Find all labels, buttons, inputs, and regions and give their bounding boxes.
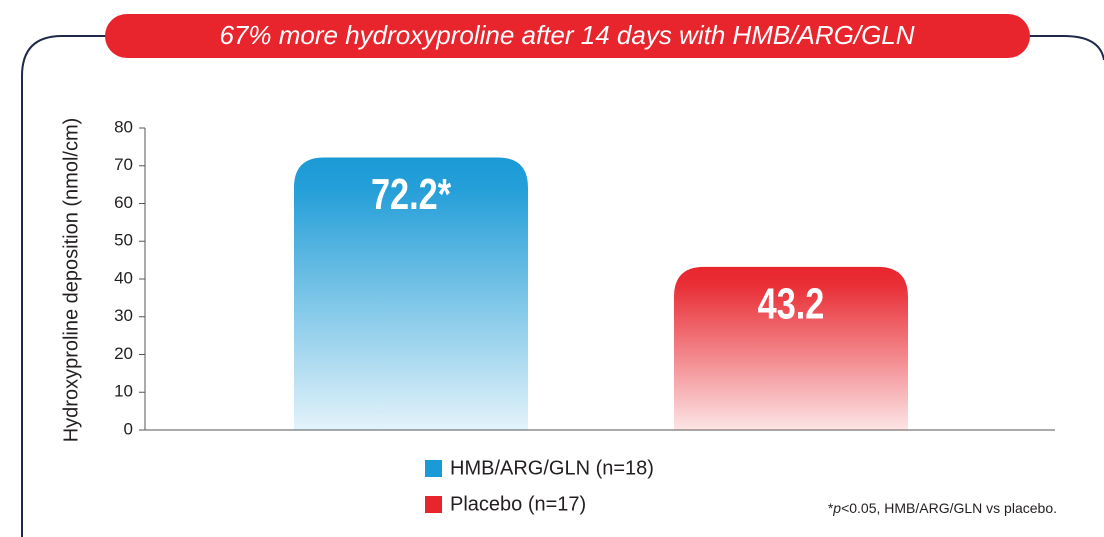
bar [294,157,528,430]
y-tick-label: 0 [124,419,133,438]
legend-label: Placebo (n=17) [450,493,586,515]
y-tick-label: 40 [114,268,133,287]
y-tick-label: 80 [114,117,133,136]
value-label: 72.2* [371,170,452,219]
y-tick-label: 50 [114,231,133,250]
y-axis-label: Hydroxyproline deposition (nmol/cm) [60,118,82,443]
value-label: 43.2 [758,280,825,329]
footnote-text: <0.05, HMB/ARG/GLN vs placebo. [841,500,1057,516]
bar [674,266,908,430]
frame [21,35,1104,537]
y-tick-label: 70 [114,155,133,174]
y-tick-label: 30 [114,306,133,325]
legend-swatch [425,460,442,477]
chart-title: 67% more hydroxyproline after 14 days wi… [219,20,914,50]
y-tick-label: 20 [114,344,133,363]
legend-swatch [425,496,442,513]
footnote: *p<0.05, HMB/ARG/GLN vs placebo. [828,500,1057,516]
footnote-p: p [832,500,841,516]
footnote-mark: * [828,500,834,516]
legend-label: HMB/ARG/GLN (n=18) [450,457,654,479]
title-pill [105,14,1030,58]
y-tick-label: 60 [114,193,133,212]
y-tick-label: 10 [114,382,133,401]
